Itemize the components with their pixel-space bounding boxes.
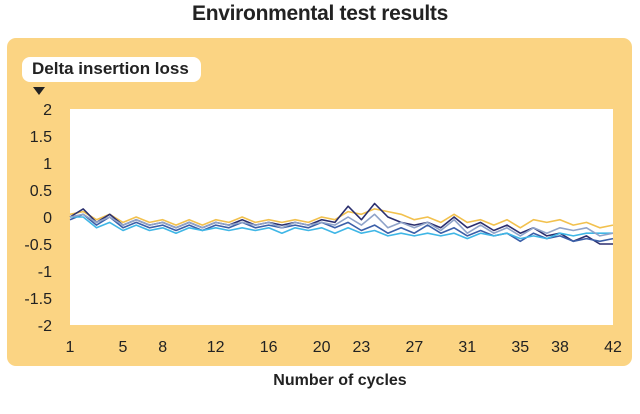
x-axis-ticks: 1 5 8 12 16 20 23 27 31 35 38 42 bbox=[66, 339, 622, 356]
x-tick-label: 16 bbox=[260, 339, 278, 356]
x-tick-label: 35 bbox=[511, 339, 529, 356]
series-line-5 bbox=[69, 213, 614, 237]
y-tick-label: -2 bbox=[38, 318, 52, 335]
x-tick-label: 8 bbox=[158, 339, 167, 356]
x-tick-label: 23 bbox=[352, 339, 370, 356]
x-axis-label: Number of cycles bbox=[273, 372, 407, 389]
x-tick-label: 12 bbox=[207, 339, 225, 356]
series-line-4 bbox=[70, 216, 613, 240]
y-axis-ticks: 2 1.5 1 0.5 0 -0.5 -1 -1.5 -2 bbox=[24, 102, 52, 335]
y-tick-label: 2 bbox=[43, 102, 52, 119]
x-tick-label: 5 bbox=[119, 339, 128, 356]
plot-area bbox=[70, 109, 613, 325]
y-tick-label: 0 bbox=[43, 210, 52, 227]
y-tick-label: 0.5 bbox=[30, 183, 52, 200]
series-line-2 bbox=[69, 202, 613, 245]
y-axis-label: Delta insertion loss bbox=[22, 57, 201, 82]
chart-series bbox=[69, 202, 614, 245]
y-axis-arrow-icon bbox=[33, 87, 45, 95]
x-tick-label: 1 bbox=[66, 339, 75, 356]
y-tick-label: -0.5 bbox=[24, 237, 52, 254]
x-tick-label: 42 bbox=[604, 339, 622, 356]
x-tick-label: 38 bbox=[551, 339, 569, 356]
y-tick-label: 1.5 bbox=[30, 129, 52, 146]
chart-title: Environmental test results bbox=[192, 2, 448, 25]
x-tick-label: 27 bbox=[405, 339, 423, 356]
y-tick-label: 1 bbox=[43, 156, 52, 173]
x-tick-label: 31 bbox=[458, 339, 476, 356]
y-tick-label: -1 bbox=[38, 264, 52, 281]
series-line-1 bbox=[69, 208, 614, 229]
y-tick-label: -1.5 bbox=[24, 291, 52, 308]
x-tick-label: 20 bbox=[313, 339, 331, 356]
series-line-3 bbox=[69, 213, 614, 243]
